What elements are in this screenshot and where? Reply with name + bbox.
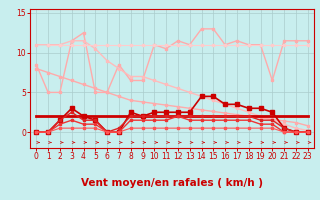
X-axis label: Vent moyen/en rafales ( km/h ): Vent moyen/en rafales ( km/h )	[81, 178, 263, 188]
